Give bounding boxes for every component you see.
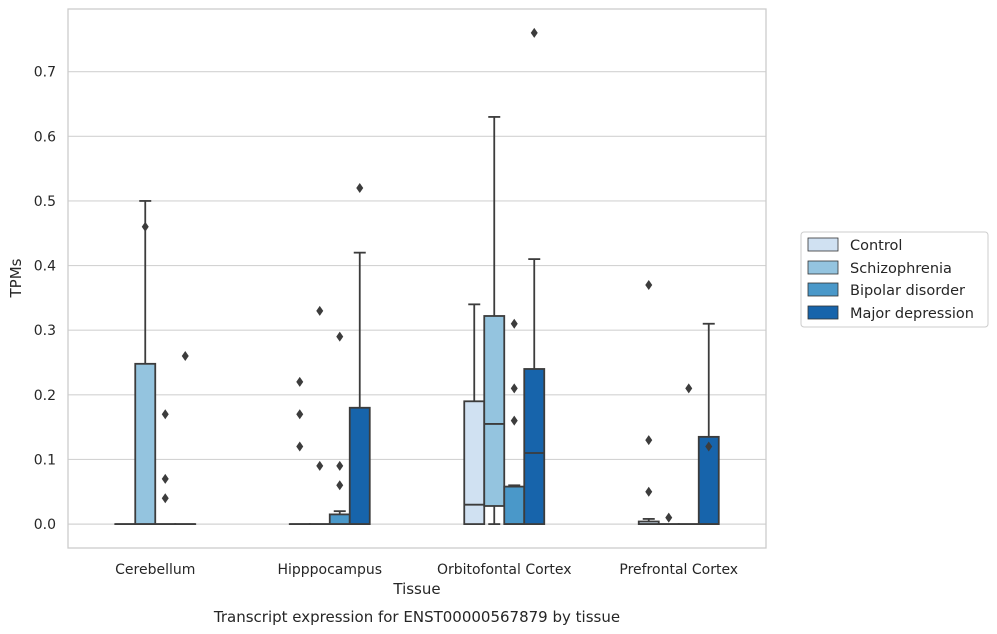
outlier-point	[296, 376, 304, 387]
box-series-group	[154, 318, 700, 525]
box	[154, 409, 177, 525]
y-tick-label: 0.6	[34, 129, 56, 145]
y-tick-label: 0.3	[34, 323, 56, 339]
legend-label-schizophrenia: Schizophrenia	[850, 261, 952, 277]
outlier-point	[510, 415, 518, 426]
outlier-point	[161, 493, 169, 504]
y-axis-ticks: 0.0 0.1 0.2 0.3 0.4 0.5 0.6 0.7	[34, 65, 56, 533]
outlier-point	[141, 221, 149, 232]
outlier-point	[316, 460, 324, 471]
y-axis-title: TPMs	[7, 258, 25, 298]
box	[328, 331, 351, 525]
chart-caption: Transcript expression for ENST0000056787…	[213, 608, 620, 626]
x-axis-ticks: Cerebellum Hipppocampus Orbitofontal Corte…	[115, 562, 738, 578]
outlier-point	[530, 27, 538, 38]
outlier-point	[336, 460, 344, 471]
legend-swatch-bipolar-disorder	[807, 282, 839, 297]
outlier-point	[161, 409, 169, 420]
box-iqr	[328, 513, 351, 525]
box	[637, 279, 660, 525]
y-tick-label: 0.1	[34, 452, 56, 468]
box	[503, 318, 526, 525]
box-iqr	[523, 368, 546, 525]
plot-frame	[67, 8, 767, 549]
box-iqr	[348, 406, 371, 525]
box-iqr	[503, 485, 526, 525]
box-iqr	[134, 362, 157, 525]
box	[523, 27, 546, 525]
legend-label-major-depression: Major depression	[850, 306, 974, 322]
outlier-point	[181, 351, 189, 362]
legend-label-control: Control	[850, 238, 902, 254]
gridlines	[68, 71, 766, 525]
x-tick-label: Orbitofontal Cortex	[437, 562, 572, 578]
outlier-point	[705, 441, 713, 452]
box	[174, 351, 197, 525]
outlier-point	[510, 383, 518, 394]
legend-swatch-major-depression	[807, 305, 839, 320]
outlier-point	[665, 512, 673, 523]
box-iqr	[483, 315, 506, 507]
y-tick-label: 0.0	[34, 517, 56, 533]
legend-frame	[800, 231, 989, 328]
y-tick-label: 0.2	[34, 388, 56, 404]
box	[483, 116, 506, 525]
box-series	[114, 27, 720, 525]
box	[657, 512, 680, 525]
outlier-point	[336, 331, 344, 342]
legend-label-bipolar-disorder: Bipolar disorder	[850, 283, 965, 299]
y-tick-label: 0.7	[34, 65, 56, 81]
y-tick-label: 0.5	[34, 194, 56, 210]
outlier-point	[296, 441, 304, 452]
legend-swatch-control	[807, 237, 839, 252]
outlier-point	[296, 409, 304, 420]
outlier-point	[161, 473, 169, 484]
outlier-point	[316, 305, 324, 316]
box	[348, 183, 371, 525]
outlier-point	[510, 318, 518, 329]
x-axis-title: Tissue	[392, 580, 440, 598]
box	[308, 305, 331, 525]
x-tick-label: Prefrontal Cortex	[619, 562, 738, 578]
box-series-group	[114, 279, 660, 525]
box	[463, 303, 486, 525]
outlier-point	[685, 383, 693, 394]
outlier-point	[645, 435, 653, 446]
outlier-point	[336, 480, 344, 491]
x-tick-label: Hipppocampus	[277, 562, 382, 578]
outlier-point	[645, 279, 653, 290]
outlier-point	[645, 486, 653, 497]
box	[697, 322, 720, 525]
legend: Control Schizophrenia Bipolar disorder M…	[800, 231, 989, 328]
box	[134, 200, 157, 525]
box-series-group	[134, 116, 680, 525]
y-tick-label: 0.4	[34, 259, 56, 275]
x-tick-label: Cerebellum	[115, 562, 195, 578]
legend-swatch-schizophrenia	[807, 260, 839, 275]
plot-background	[68, 9, 766, 548]
box-series-group	[174, 27, 720, 525]
outlier-point	[356, 183, 364, 194]
box-iqr	[463, 400, 486, 525]
